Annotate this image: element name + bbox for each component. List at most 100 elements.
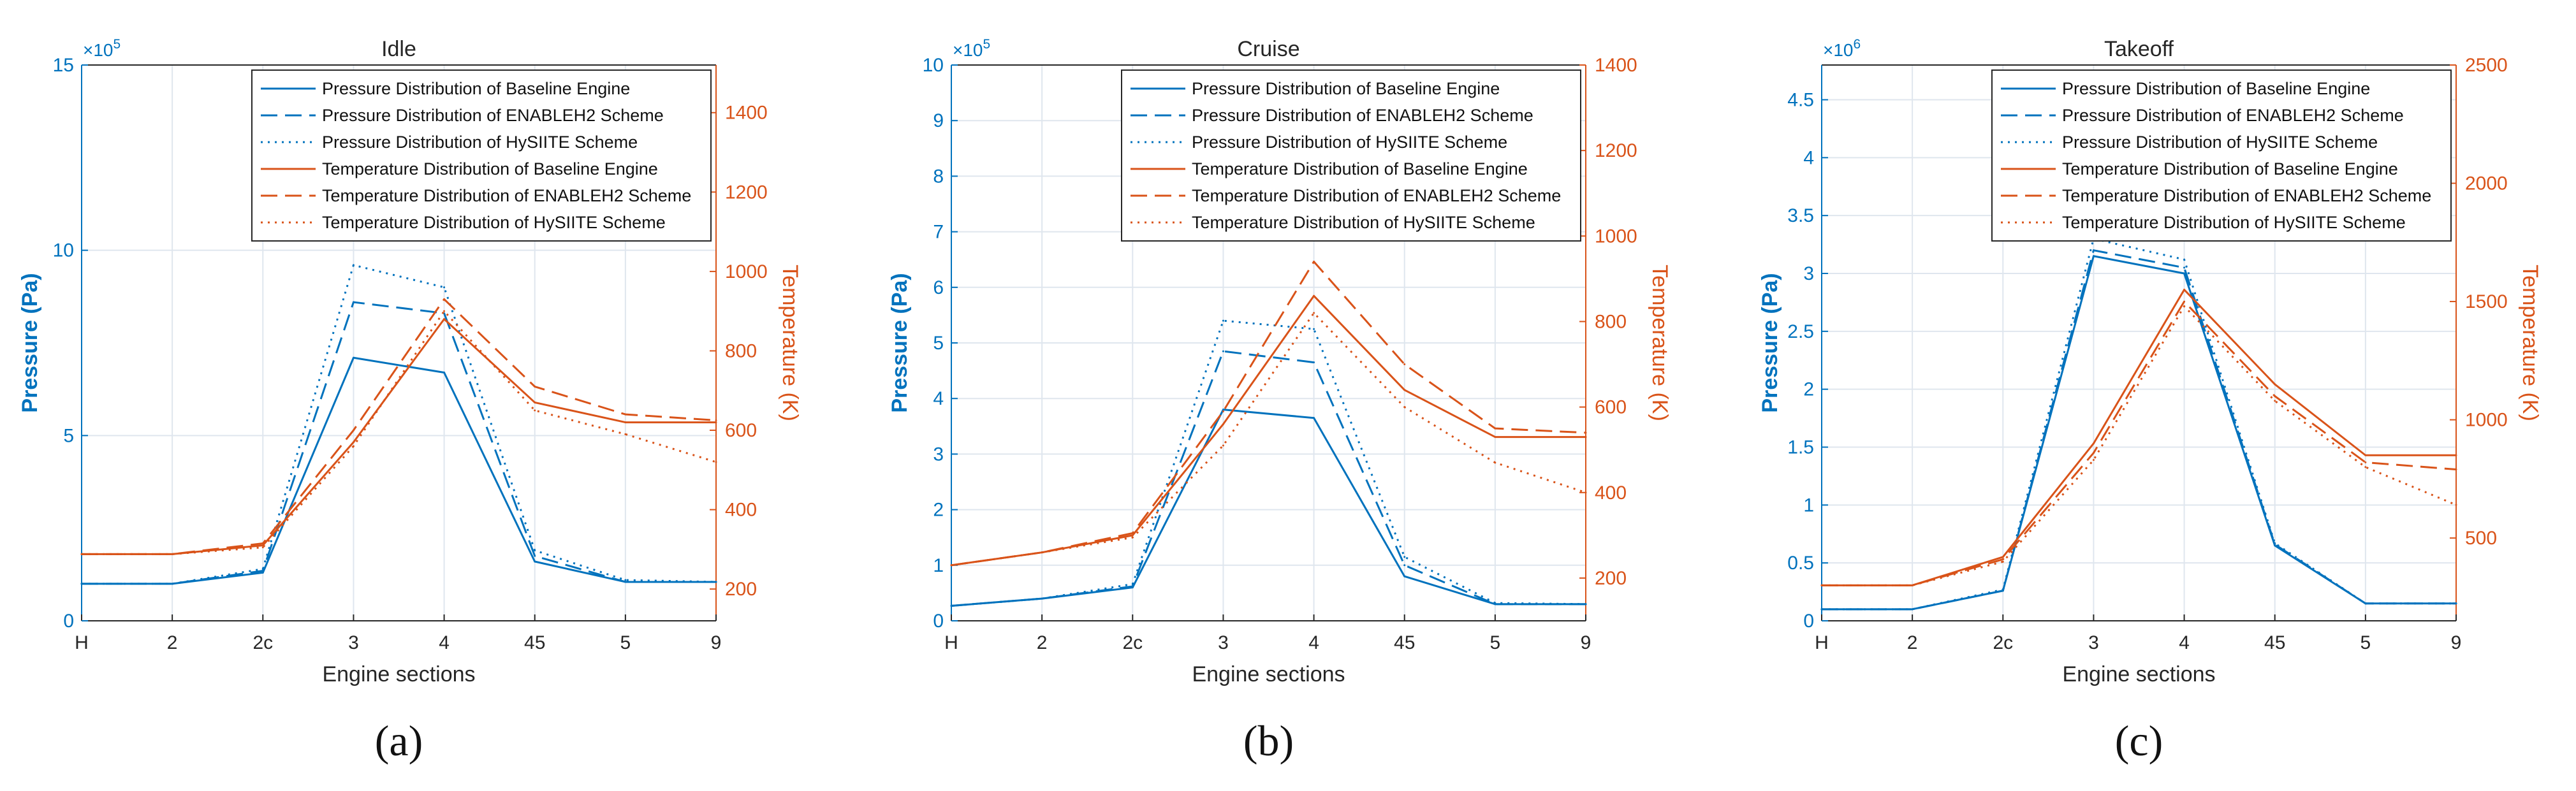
data-point (534, 560, 536, 563)
panel-label: (a) (375, 716, 423, 765)
data-point (1222, 409, 1224, 411)
right-y-tick-label: 1500 (2465, 291, 2508, 312)
x-tick-label: 45 (524, 632, 545, 653)
data-point (624, 413, 627, 416)
series-line (1822, 300, 2457, 586)
series-line (82, 318, 716, 555)
series-line (82, 301, 716, 585)
x-tick-label: 2 (167, 632, 178, 653)
legend-box (1991, 69, 2452, 242)
data-point (1313, 361, 1315, 364)
chart-title: Takeoff (2104, 37, 2174, 61)
legend-entry: Pressure Distribution of ENABLEH2 Scheme (322, 106, 664, 125)
data-point (1313, 294, 1315, 297)
left-y-tick-label: 15 (53, 55, 74, 76)
x-tick-label: 45 (1394, 632, 1415, 653)
x-tick-label: 5 (1490, 632, 1501, 653)
series-line (82, 310, 717, 555)
data-point (1222, 410, 1224, 412)
data-point (2364, 466, 2367, 468)
data-point (1222, 423, 1224, 425)
data-point (80, 583, 83, 585)
panel-label: (c) (2115, 716, 2163, 765)
legend-entry: Pressure Distribution of Baseline Engine (322, 79, 630, 98)
right-y-tick-label: 500 (2465, 528, 2497, 549)
series-line (951, 312, 1586, 567)
data-point (1131, 583, 1134, 585)
left-y-tick-label: 3.5 (1787, 205, 1814, 226)
data-point (352, 429, 355, 432)
data-point (1222, 444, 1224, 447)
data-point (624, 433, 627, 435)
left-y-tick-label: 2.5 (1787, 321, 1814, 342)
x-tick-label: 4 (1308, 632, 1319, 653)
series-line (951, 319, 1586, 607)
right-axis-label: Temperature (K) (2518, 265, 2542, 421)
data-point (2092, 452, 2095, 454)
left-y-tick-label: 0 (63, 611, 74, 632)
data-point (1403, 564, 1406, 567)
x-tick-label: H (75, 632, 89, 653)
x-tick-label: 2 (1907, 632, 1918, 653)
left-y-tick-label: 10 (923, 55, 944, 76)
data-point (261, 546, 264, 549)
data-point (1820, 584, 1823, 586)
data-point (534, 549, 536, 552)
data-point (950, 604, 953, 607)
x-tick-label: 9 (2451, 632, 2462, 653)
data-point (171, 583, 173, 585)
left-axis-label: Pressure (Pa) (1758, 273, 1782, 412)
data-point (534, 401, 536, 403)
x-tick-label: 9 (711, 632, 722, 653)
data-point (1403, 363, 1406, 366)
right-y-tick-label: 1200 (1595, 140, 1637, 161)
left-y-tick-label: 2 (933, 500, 944, 521)
series-line (82, 264, 717, 585)
data-point (443, 286, 446, 289)
data-point (2364, 602, 2367, 605)
left-axis-exponent: ×105 (953, 37, 990, 60)
legend-entry: Pressure Distribution of Baseline Engine (2062, 79, 2370, 98)
right-y-tick-label: 1000 (725, 261, 768, 282)
data-point (715, 421, 717, 424)
left-y-tick-label: 1 (1803, 495, 1814, 516)
data-point (1313, 312, 1315, 314)
data-point (261, 542, 264, 545)
data-point (2002, 560, 2004, 563)
data-point (534, 555, 536, 557)
left-y-tick-label: 6 (933, 277, 944, 298)
data-point (443, 372, 446, 374)
data-point (1494, 436, 1497, 439)
data-point (2455, 454, 2457, 456)
legend-entry: Temperature Distribution of Baseline Eng… (1192, 159, 1528, 178)
data-point (2274, 383, 2276, 386)
left-y-tick-label: 0 (933, 611, 944, 632)
data-point (1041, 597, 1043, 600)
data-point (261, 568, 264, 570)
data-point (443, 298, 446, 300)
data-point (80, 553, 83, 555)
legend-entry: Pressure Distribution of HySIITE Scheme (2062, 133, 2378, 152)
data-point (1131, 534, 1134, 537)
data-point (1403, 575, 1406, 577)
data-point (2183, 258, 2186, 261)
data-point (1131, 585, 1134, 588)
legend-entry: Pressure Distribution of ENABLEH2 Scheme (2062, 106, 2404, 125)
left-y-tick-label: 10 (53, 240, 74, 261)
data-point (1313, 261, 1315, 263)
data-point (443, 310, 446, 312)
data-point (352, 301, 355, 303)
data-point (2455, 504, 2457, 506)
left-y-tick-label: 0.5 (1787, 553, 1814, 574)
right-y-tick-label: 600 (1595, 397, 1627, 418)
data-point (1494, 461, 1497, 464)
data-point (2092, 249, 2095, 252)
x-tick-label: 5 (2360, 632, 2371, 653)
data-point (352, 356, 355, 359)
x-tick-label: 3 (2088, 632, 2099, 653)
left-y-tick-label: 4.5 (1787, 90, 1814, 111)
left-y-tick-label: 3 (933, 444, 944, 465)
right-y-tick-label: 1400 (1595, 55, 1637, 76)
x-tick-label: 2c (1122, 632, 1143, 653)
legend-entry: Temperature Distribution of Baseline Eng… (2062, 159, 2398, 178)
